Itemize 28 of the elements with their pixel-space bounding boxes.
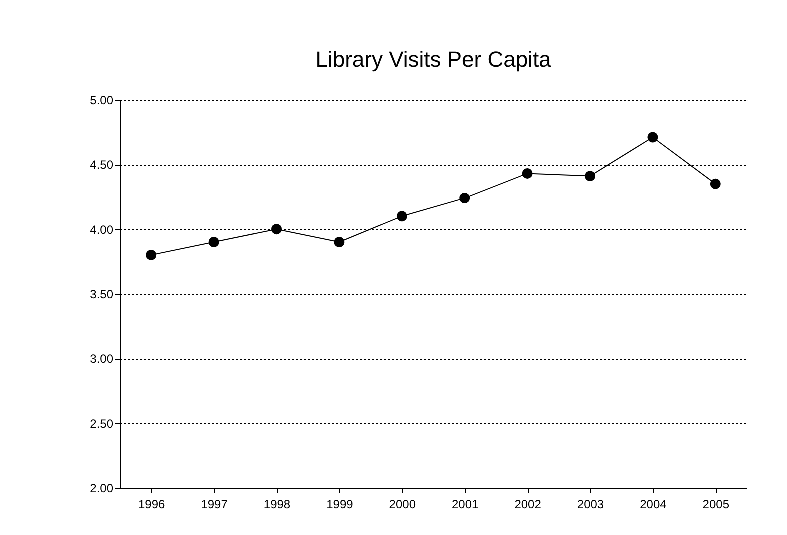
x-tick-label: 1999 (326, 498, 354, 512)
x-tick-label: 2002 (514, 498, 542, 512)
x-tick-label: 2001 (452, 498, 480, 512)
point (460, 193, 470, 204)
x-tick-label: 2000 (389, 498, 416, 512)
point (648, 132, 658, 143)
y-tick-label: 3.00 (90, 352, 114, 366)
x-tick-label: 1996 (138, 498, 166, 512)
point (710, 178, 721, 190)
chart-title: Library Visits Per Capita (316, 47, 552, 72)
y-tick-label: 5.00 (90, 94, 114, 108)
x-tick-label: 1997 (201, 498, 228, 512)
point (146, 250, 157, 260)
y-tick-label: 2.50 (90, 416, 114, 431)
point (334, 237, 345, 248)
y-tick-label: 2.00 (90, 482, 114, 496)
point (272, 224, 282, 235)
point (208, 237, 220, 248)
y-tick-label: 4.00 (90, 222, 114, 237)
x-tick-label: 1998 (264, 498, 291, 512)
y-tick-label: 3.50 (90, 288, 114, 302)
x-tick-label: 2003 (577, 498, 604, 512)
y-tick-label: 4.50 (90, 158, 114, 172)
point (396, 211, 408, 222)
point (522, 168, 533, 179)
x-tick-label: 2004 (640, 498, 668, 512)
x-tick-label: 2005 (702, 498, 730, 512)
point (585, 171, 596, 182)
